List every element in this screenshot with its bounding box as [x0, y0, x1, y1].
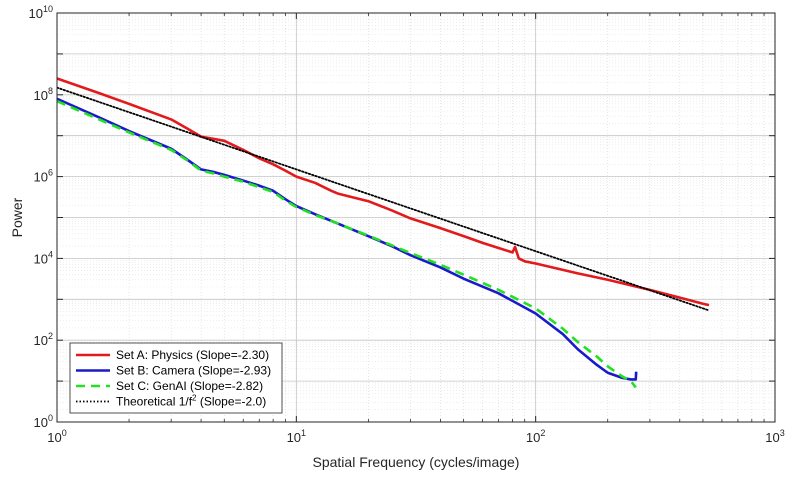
- series-line-4: [57, 86, 710, 312]
- legend: Set A: Physics (Slope=-2.30) Set B: Camer…: [69, 342, 283, 414]
- x-tick-label: 102: [526, 428, 545, 445]
- axis-ticks: [56, 12, 776, 423]
- legend-label-4: Theoretical 1/f2 (Slope=-2.0): [116, 394, 266, 409]
- y-tick-label: 108: [34, 86, 53, 103]
- legend-label-1: Set A: Physics (Slope=-2.30): [116, 348, 269, 362]
- y-tick-label: 106: [34, 168, 53, 185]
- series-layer: [57, 77, 710, 389]
- x-tick-label: 100: [47, 428, 66, 445]
- x-tick-label: 101: [287, 428, 306, 445]
- x-axis-label: Spatial Frequency (cycles/image): [313, 454, 520, 470]
- y-tick-label: 104: [34, 249, 53, 266]
- tick-labels: 100 101 102 103 100 102 104 106 108 1010: [29, 4, 785, 445]
- legend-label-2: Set B: Camera (Slope=-2.93): [116, 364, 271, 378]
- series-line-1: [57, 77, 710, 307]
- y-tick-label: 102: [34, 331, 53, 348]
- y-tick-label: 1010: [29, 4, 53, 21]
- y-axis-label: Power: [9, 197, 25, 237]
- y-tick-label: 100: [34, 413, 53, 430]
- series-line-3: [57, 99, 637, 389]
- legend-label-3: Set C: GenAI (Slope=-2.82): [116, 379, 263, 393]
- x-tick-label: 103: [765, 428, 784, 445]
